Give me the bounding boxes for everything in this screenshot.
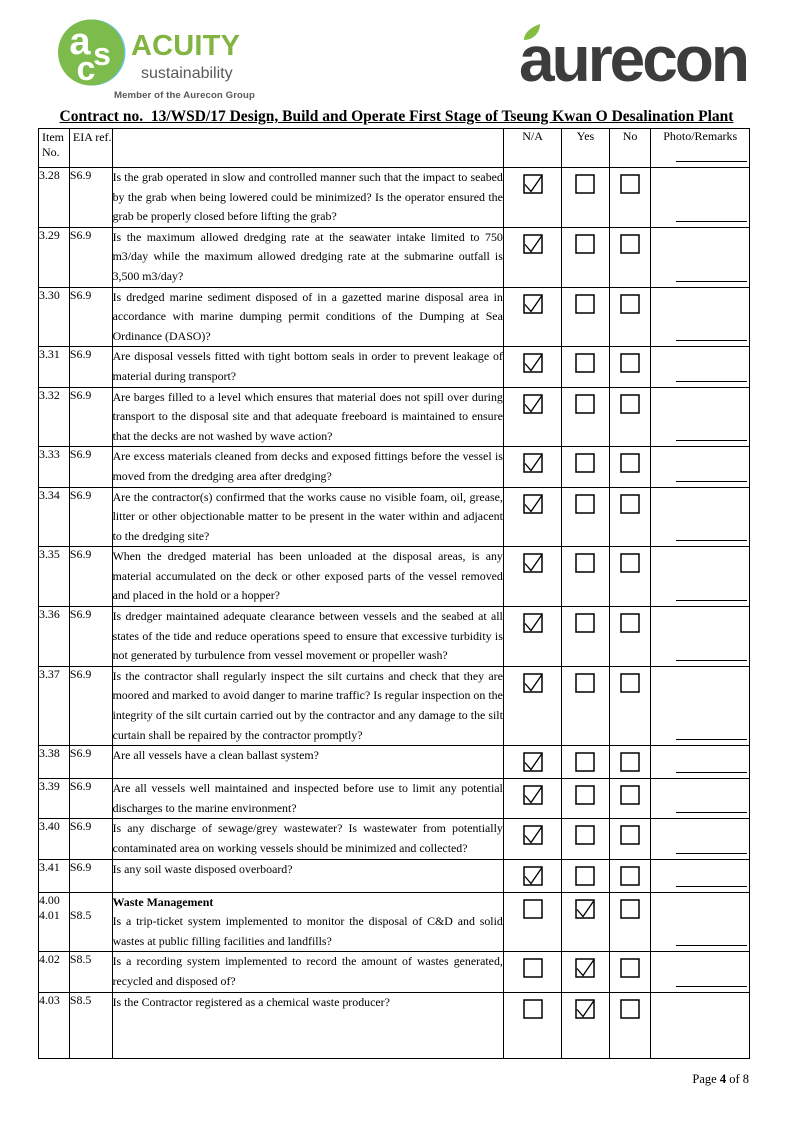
svg-text:c: c bbox=[77, 50, 96, 88]
svg-text:s: s bbox=[93, 36, 111, 72]
